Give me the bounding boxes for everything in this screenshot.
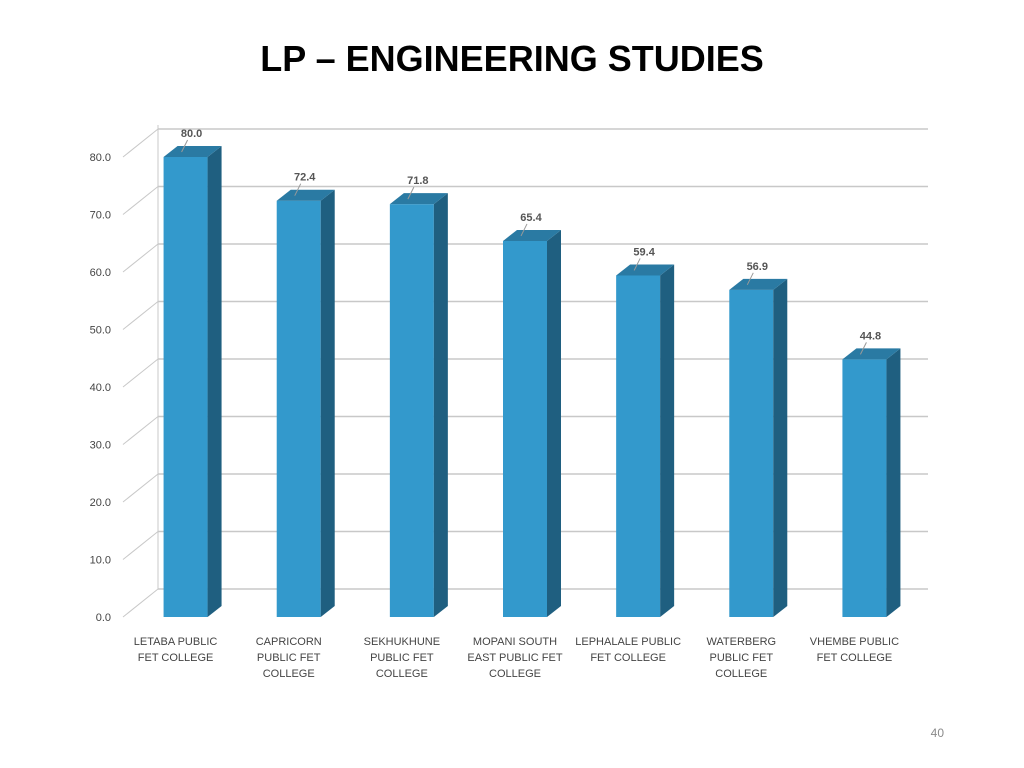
bar-side <box>886 348 901 617</box>
x-tick-label: EAST PUBLIC FET <box>467 652 562 664</box>
y-tick-label: 70.0 <box>90 210 111 222</box>
x-tick-label: COLLEGE <box>715 668 767 680</box>
data-label: 72.4 <box>294 172 316 184</box>
gridline-diagonal <box>122 186 159 215</box>
bar <box>503 229 561 617</box>
y-tick-label: 80.0 <box>90 152 111 164</box>
x-tick-label: SEKHUKHUNE <box>364 636 440 648</box>
gridline-diagonal <box>122 301 159 330</box>
data-label: 44.8 <box>860 330 881 342</box>
chart-labels: 0.0 10.0 20.0 30.0 40.0 50.0 60.0 70.0 80.0 80.0 L… <box>90 128 900 680</box>
y-tick-label: 20.0 <box>90 497 111 509</box>
bar-side <box>660 264 675 617</box>
bar-front <box>616 275 661 617</box>
gridline-diagonal <box>122 531 159 560</box>
bar <box>842 348 901 617</box>
data-label: 71.8 <box>407 175 428 187</box>
y-tick-label: 60.0 <box>90 267 111 279</box>
bar-side <box>207 146 222 617</box>
x-tick-label: VHEMBE PUBLIC <box>810 636 899 648</box>
x-tick-label: FET COLLEGE <box>817 652 893 664</box>
data-label: 65.4 <box>520 212 542 224</box>
data-label: 59.4 <box>633 246 655 258</box>
bar-top <box>389 193 448 205</box>
x-tick-label: CAPRICORN <box>256 636 322 648</box>
y-tick-label: 40.0 <box>90 382 111 394</box>
x-tick-label: PUBLIC FET <box>257 652 321 664</box>
gridline-diagonal <box>122 243 159 273</box>
y-tick-label: 50.0 <box>90 325 111 337</box>
x-tick-label: FET COLLEGE <box>138 652 214 664</box>
data-label-leader <box>181 139 189 153</box>
x-tick-label: COLLEGE <box>489 668 541 680</box>
y-tick-label: 30.0 <box>90 440 111 452</box>
gridline-diagonal <box>122 473 159 503</box>
x-tick-label: LETABA PUBLIC <box>134 636 218 648</box>
x-tick-label: LEPHALALE PUBLIC <box>575 636 681 648</box>
x-tick-label: COLLEGE <box>376 668 428 680</box>
x-tick-label: FET COLLEGE <box>590 652 666 664</box>
bar-top <box>616 264 675 276</box>
x-tick-label: MOPANI SOUTH <box>473 636 557 648</box>
bar-front <box>163 157 208 617</box>
bar-side <box>773 278 788 617</box>
bar <box>276 189 335 617</box>
bar-top <box>842 348 901 360</box>
bar-front <box>503 240 547 617</box>
bar-top <box>163 146 222 157</box>
bar-front <box>842 359 887 617</box>
bar-front <box>276 200 321 617</box>
page-number: 40 <box>930 726 944 740</box>
bar-top <box>503 229 561 241</box>
gridline-diagonal <box>122 358 159 388</box>
x-tick-label: PUBLIC FET <box>709 652 773 664</box>
data-label: 80.0 <box>181 128 202 140</box>
bar-top <box>276 189 335 201</box>
gridline-diagonal <box>122 416 159 445</box>
bar <box>729 278 788 617</box>
bar <box>616 264 675 617</box>
data-label-leader <box>407 186 415 200</box>
data-label-leader <box>859 342 867 355</box>
y-tick-label: 10.0 <box>90 555 111 567</box>
data-label-leader <box>633 258 641 271</box>
chart-bars <box>163 146 901 617</box>
bar <box>389 193 448 617</box>
y-tick-label: 0.0 <box>96 612 111 624</box>
slide-title: LP – ENGINEERING STUDIES <box>260 38 764 79</box>
bar-side <box>433 193 448 617</box>
bar-side <box>547 229 561 617</box>
x-tick-label: PUBLIC FET <box>370 652 434 664</box>
data-label: 56.9 <box>747 261 768 273</box>
data-label-leader <box>294 183 302 196</box>
gridline-diagonal <box>122 128 159 158</box>
x-tick-label: WATERBERG <box>706 636 776 648</box>
bar-side <box>320 189 335 617</box>
x-tick-label: COLLEGE <box>263 668 315 680</box>
gridline-diagonal <box>122 588 159 618</box>
bar-top <box>729 278 788 290</box>
bar-front <box>729 289 774 617</box>
bar <box>163 146 222 617</box>
data-label-leader <box>520 223 528 237</box>
bar-front <box>389 204 434 617</box>
data-label-leader <box>746 272 754 286</box>
